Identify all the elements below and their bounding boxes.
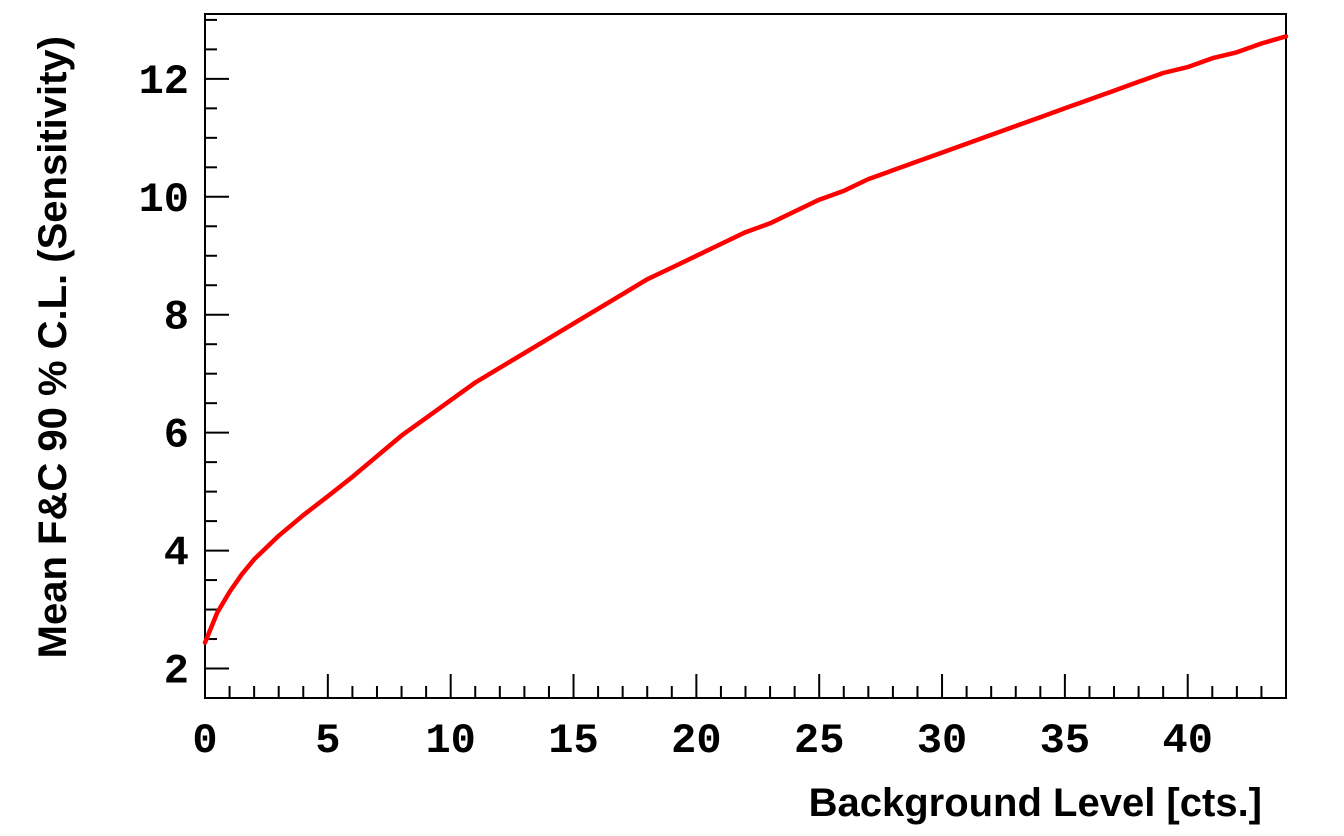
x-tick-label: 0: [192, 717, 217, 765]
y-tick-label: 6: [164, 412, 189, 460]
x-tick-label: 20: [671, 717, 721, 765]
y-tick-label: 2: [164, 648, 189, 696]
axis-ticks: [204, 18, 1287, 699]
x-tick-label: 10: [425, 717, 475, 765]
y-tick-label: 8: [164, 294, 189, 342]
x-axis-title: Background Level [cts.]: [809, 781, 1262, 825]
y-tick-label: 4: [164, 530, 189, 578]
y-axis-title: Mean F&C 90 % C.L. (Sensitivity): [31, 36, 75, 658]
x-tick-label: 35: [1040, 717, 1090, 765]
y-tick-label: 12: [139, 58, 189, 106]
x-tick-label: 30: [917, 717, 967, 765]
x-tick-label: 5: [315, 717, 340, 765]
sensitivity-curve: [202, 34, 1289, 645]
x-tick-label: 40: [1163, 717, 1213, 765]
x-tick-label: 15: [548, 717, 598, 765]
x-tick-label: 25: [794, 717, 844, 765]
y-tick-label: 10: [139, 176, 189, 224]
plot-frame: [204, 13, 1287, 699]
tick-labels: 0 5 10 15 20 25 30 35 40 2 4 6 8 10 12: [139, 58, 1213, 765]
